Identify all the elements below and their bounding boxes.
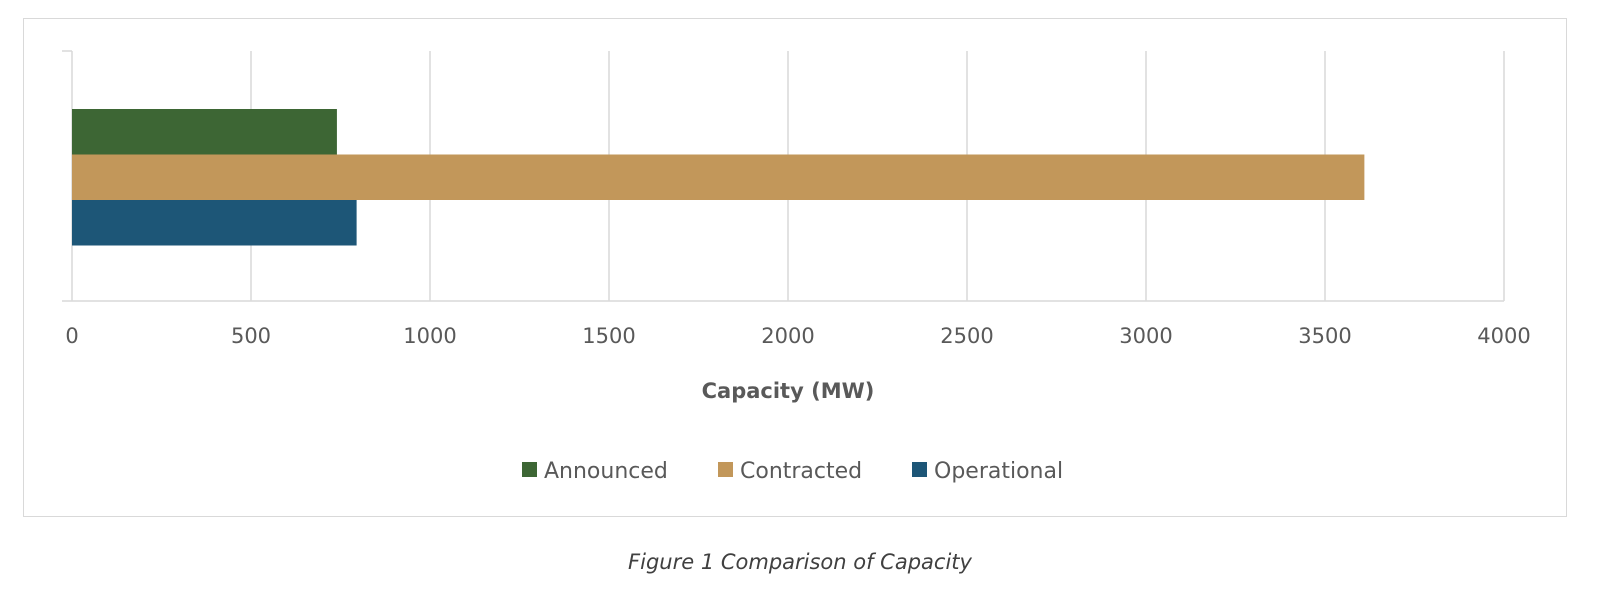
legend-label: Announced bbox=[544, 459, 668, 484]
x-tick-label: 3500 bbox=[1298, 324, 1351, 348]
x-tick-label: 0 bbox=[65, 324, 78, 348]
bar-contracted bbox=[72, 154, 1365, 200]
x-tick-label: 3000 bbox=[1119, 324, 1172, 348]
x-axis-title: Capacity (MW) bbox=[702, 379, 875, 403]
legend-item-operational: Operational bbox=[912, 459, 1063, 484]
bar-announced bbox=[72, 109, 337, 155]
legend-item-contracted: Contracted bbox=[718, 459, 862, 484]
legend-swatch bbox=[912, 462, 927, 477]
chart-frame bbox=[23, 18, 1567, 517]
legend-item-announced: Announced bbox=[522, 459, 668, 484]
x-tick-label: 1500 bbox=[582, 324, 635, 348]
legend-label: Contracted bbox=[740, 459, 862, 484]
x-tick-label: 500 bbox=[231, 324, 271, 348]
legend-label: Operational bbox=[934, 459, 1063, 484]
x-tick-label: 2000 bbox=[761, 324, 814, 348]
legend-swatch bbox=[522, 462, 537, 477]
figure-caption: Figure 1 Comparison of Capacity bbox=[628, 550, 972, 574]
legend-swatch bbox=[718, 462, 733, 477]
bar-operational bbox=[72, 200, 357, 246]
x-tick-label: 2500 bbox=[940, 324, 993, 348]
bar-chart: 0 500 1000 1500 2000 2500 3000 3500 4000 Capacit… bbox=[62, 50, 1531, 484]
x-tick-label: 4000 bbox=[1477, 324, 1530, 348]
x-tick-label: 1000 bbox=[403, 324, 456, 348]
